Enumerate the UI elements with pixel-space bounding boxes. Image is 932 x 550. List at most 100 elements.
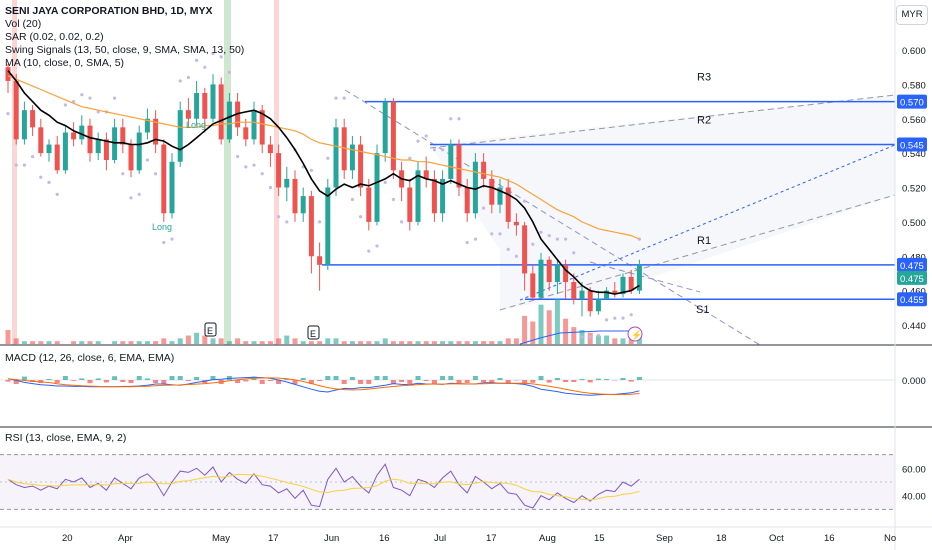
indicator-ma-label[interactable]: MA (10, close, 0, SMA, 5) [5, 57, 125, 69]
volume-bar [308, 341, 314, 344]
candle-body [407, 187, 413, 222]
volume-bar [218, 338, 224, 344]
indicator-sar-label[interactable]: SAR (0.02, 0.02, 0.2) [5, 31, 104, 43]
macd-histogram-bar [431, 380, 437, 384]
indicator-swing-label[interactable]: Swing Signals (13, 50, close, 9, SMA, SM… [5, 44, 245, 56]
candle-body [87, 125, 93, 154]
volume-bar [95, 341, 101, 344]
candle-body [62, 132, 68, 171]
sar-dot [391, 197, 395, 202]
sar-dot [367, 249, 371, 253]
last-price-tag [897, 270, 927, 285]
macd-histogram-bar [317, 380, 323, 381]
volume-bar [317, 341, 323, 344]
candle-body [448, 144, 454, 179]
macd-histogram-bar [71, 380, 77, 381]
volume-ma-line [519, 330, 640, 345]
sar-dot [457, 117, 461, 121]
channel-mid-line [519, 144, 896, 301]
macd-histogram-bar [554, 378, 560, 380]
sar-dot [47, 180, 51, 184]
macd-label[interactable]: MACD (12, 26, close, 6, EMA, EMA) [5, 352, 175, 364]
macd-histogram-bar [5, 380, 11, 382]
signal-long-label: Long [186, 120, 206, 130]
macd-histogram-bar [456, 380, 462, 384]
macd-histogram-bar [464, 380, 470, 383]
sar-dot [400, 220, 404, 224]
macd-histogram-bar [390, 380, 396, 384]
volume-bar [54, 341, 60, 344]
earnings-marker[interactable] [307, 325, 320, 340]
sar-dot [162, 240, 166, 245]
volume-bar [30, 341, 36, 344]
candle-body [210, 84, 216, 119]
candle-body [415, 170, 421, 222]
indicator-volume-label[interactable]: Vol (20) [5, 18, 42, 30]
candle-body [202, 92, 208, 119]
sar-dot [318, 220, 322, 224]
candle-body [333, 127, 339, 188]
volume-bar [71, 341, 77, 344]
price-tick-label: 0.440 [902, 321, 926, 332]
candle-body [21, 110, 27, 140]
sar-dot [482, 206, 486, 210]
volume-bar [481, 341, 487, 344]
volume-bar [497, 341, 503, 344]
macd-histogram-bar [194, 377, 200, 380]
sar-dot [30, 154, 35, 159]
sar-dot [539, 230, 543, 234]
earnings-marker[interactable] [204, 322, 217, 337]
price-tick-label: 0.560 [902, 115, 926, 126]
candle-body [587, 290, 593, 312]
level-label-r1: R1 [697, 235, 711, 247]
alert-icon[interactable] [627, 326, 643, 342]
macd-histogram-bar [628, 380, 634, 382]
macd-histogram-bar [374, 376, 380, 380]
rsi-signal-line [7, 473, 640, 501]
candle-body [595, 299, 601, 312]
sar-dot [211, 51, 215, 56]
candle-body [243, 127, 249, 140]
volume-bar [563, 318, 569, 344]
macd-histogram-bar [79, 378, 85, 380]
macd-histogram-bar [366, 380, 372, 384]
rsi-line [7, 463, 640, 509]
volume-bar [513, 338, 519, 344]
sar-dot [326, 156, 330, 160]
sar-dot [203, 65, 207, 69]
currency-button[interactable]: MYR [896, 5, 928, 25]
sar-dot [613, 316, 617, 320]
candle-body [251, 110, 257, 140]
macd-histogram-bar [563, 380, 569, 382]
sar-dot [14, 163, 18, 167]
sar-dot [465, 240, 469, 245]
volume-bar [21, 341, 27, 344]
volume-bar [505, 338, 511, 344]
sar-dot [39, 175, 43, 179]
candle-body [423, 170, 429, 179]
macd-histogram-bar [481, 380, 487, 382]
volume-bar [448, 341, 454, 344]
candle-body [472, 161, 478, 214]
candle-body [128, 144, 134, 171]
time-tick-label: 17 [268, 533, 279, 544]
time-tick-label: 17 [486, 533, 497, 544]
signal-long-label: Long [152, 222, 172, 232]
macd-histogram-bar [333, 376, 339, 380]
sar-dot [195, 58, 199, 62]
last-price-label: 0.475 [900, 274, 924, 285]
candle-body [185, 110, 191, 119]
volume-bar [177, 338, 183, 344]
volume-bar [620, 338, 626, 344]
chart-title: SENI JAYA CORPORATION BHD, 1D, MYX [5, 5, 213, 17]
volume-bar [456, 341, 462, 344]
candle-body [538, 259, 544, 298]
macd-histogram-bar [120, 380, 126, 382]
candle-body [325, 187, 331, 265]
candle-body [153, 118, 159, 145]
candle-body [79, 125, 85, 140]
rsi-label[interactable]: RSI (13, close, EMA, 9, 2) [5, 432, 127, 444]
macd-tick-label: 0.000 [902, 376, 926, 387]
volume-bar [407, 341, 413, 344]
